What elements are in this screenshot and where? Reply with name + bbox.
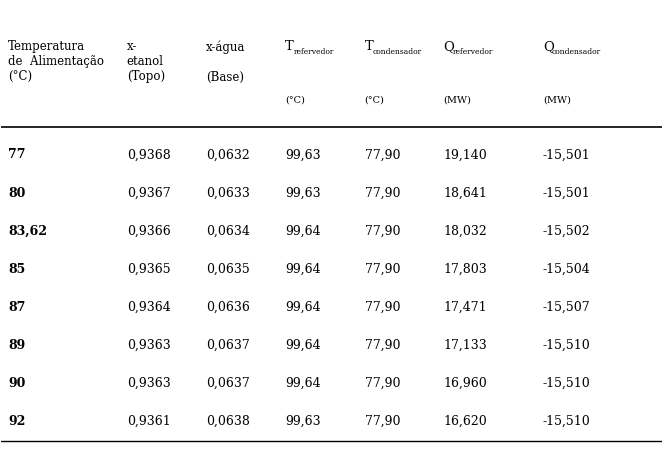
- Text: 99,64: 99,64: [285, 225, 321, 238]
- Text: 16,620: 16,620: [444, 415, 487, 428]
- Text: refervedor: refervedor: [452, 48, 493, 55]
- Text: condensador: condensador: [552, 48, 601, 55]
- Text: -15,502: -15,502: [543, 225, 590, 238]
- Text: 0,0635: 0,0635: [206, 262, 250, 276]
- Text: (°C): (°C): [285, 96, 305, 105]
- Text: -15,507: -15,507: [543, 301, 590, 314]
- Text: -15,510: -15,510: [543, 339, 591, 352]
- Text: 17,133: 17,133: [444, 339, 487, 352]
- Text: 0,9363: 0,9363: [127, 377, 170, 390]
- Text: 99,63: 99,63: [285, 415, 321, 428]
- Text: 0,0637: 0,0637: [206, 339, 250, 352]
- Text: 19,140: 19,140: [444, 148, 487, 161]
- Text: 77,90: 77,90: [365, 148, 400, 161]
- Text: Q: Q: [543, 40, 554, 53]
- Text: 18,032: 18,032: [444, 225, 487, 238]
- Text: 83,62: 83,62: [8, 225, 47, 238]
- Text: 77: 77: [8, 148, 25, 161]
- Text: 77,90: 77,90: [365, 187, 400, 199]
- Text: 85: 85: [8, 262, 25, 276]
- Text: 0,9366: 0,9366: [127, 225, 170, 238]
- Text: -15,504: -15,504: [543, 262, 591, 276]
- Text: condensador: condensador: [373, 48, 422, 55]
- Text: 18,641: 18,641: [444, 187, 487, 199]
- Text: 92: 92: [8, 415, 25, 428]
- Text: 0,9364: 0,9364: [127, 301, 170, 314]
- Text: (MW): (MW): [543, 96, 571, 105]
- Text: 99,63: 99,63: [285, 148, 321, 161]
- Text: x-
etanol
(Topo): x- etanol (Topo): [127, 41, 165, 83]
- Text: 0,9365: 0,9365: [127, 262, 170, 276]
- Text: 99,64: 99,64: [285, 301, 321, 314]
- Text: x-água

(Base): x-água (Base): [206, 40, 245, 83]
- Text: (MW): (MW): [444, 96, 471, 105]
- Text: -15,501: -15,501: [543, 148, 591, 161]
- Text: 0,0633: 0,0633: [206, 187, 250, 199]
- Text: refervedor: refervedor: [294, 48, 334, 55]
- Text: 0,0636: 0,0636: [206, 301, 250, 314]
- Text: 0,0634: 0,0634: [206, 225, 250, 238]
- Text: 90: 90: [8, 377, 25, 390]
- Text: 99,64: 99,64: [285, 262, 321, 276]
- Text: 87: 87: [8, 301, 25, 314]
- Text: 99,64: 99,64: [285, 339, 321, 352]
- Text: 0,9367: 0,9367: [127, 187, 170, 199]
- Text: 17,471: 17,471: [444, 301, 487, 314]
- Text: 77,90: 77,90: [365, 377, 400, 390]
- Text: -15,501: -15,501: [543, 187, 591, 199]
- Text: 80: 80: [8, 187, 25, 199]
- Text: 99,64: 99,64: [285, 377, 321, 390]
- Text: 77,90: 77,90: [365, 339, 400, 352]
- Text: 0,9368: 0,9368: [127, 148, 170, 161]
- Text: 77,90: 77,90: [365, 415, 400, 428]
- Text: -15,510: -15,510: [543, 415, 591, 428]
- Text: 0,9363: 0,9363: [127, 339, 170, 352]
- Text: 77,90: 77,90: [365, 225, 400, 238]
- Text: 89: 89: [8, 339, 25, 352]
- Text: Q: Q: [444, 40, 455, 53]
- Text: Temperatura
de  Alimentação
(°C): Temperatura de Alimentação (°C): [8, 41, 104, 83]
- Text: 0,9361: 0,9361: [127, 415, 170, 428]
- Text: 16,960: 16,960: [444, 377, 487, 390]
- Text: T: T: [285, 40, 294, 53]
- Text: -15,510: -15,510: [543, 377, 591, 390]
- Text: 0,0637: 0,0637: [206, 377, 250, 390]
- Text: 0,0632: 0,0632: [206, 148, 250, 161]
- Text: 77,90: 77,90: [365, 262, 400, 276]
- Text: 0,0638: 0,0638: [206, 415, 250, 428]
- Text: T: T: [365, 40, 373, 53]
- Text: 77,90: 77,90: [365, 301, 400, 314]
- Text: 99,63: 99,63: [285, 187, 321, 199]
- Text: (°C): (°C): [365, 96, 385, 105]
- Text: 17,803: 17,803: [444, 262, 487, 276]
